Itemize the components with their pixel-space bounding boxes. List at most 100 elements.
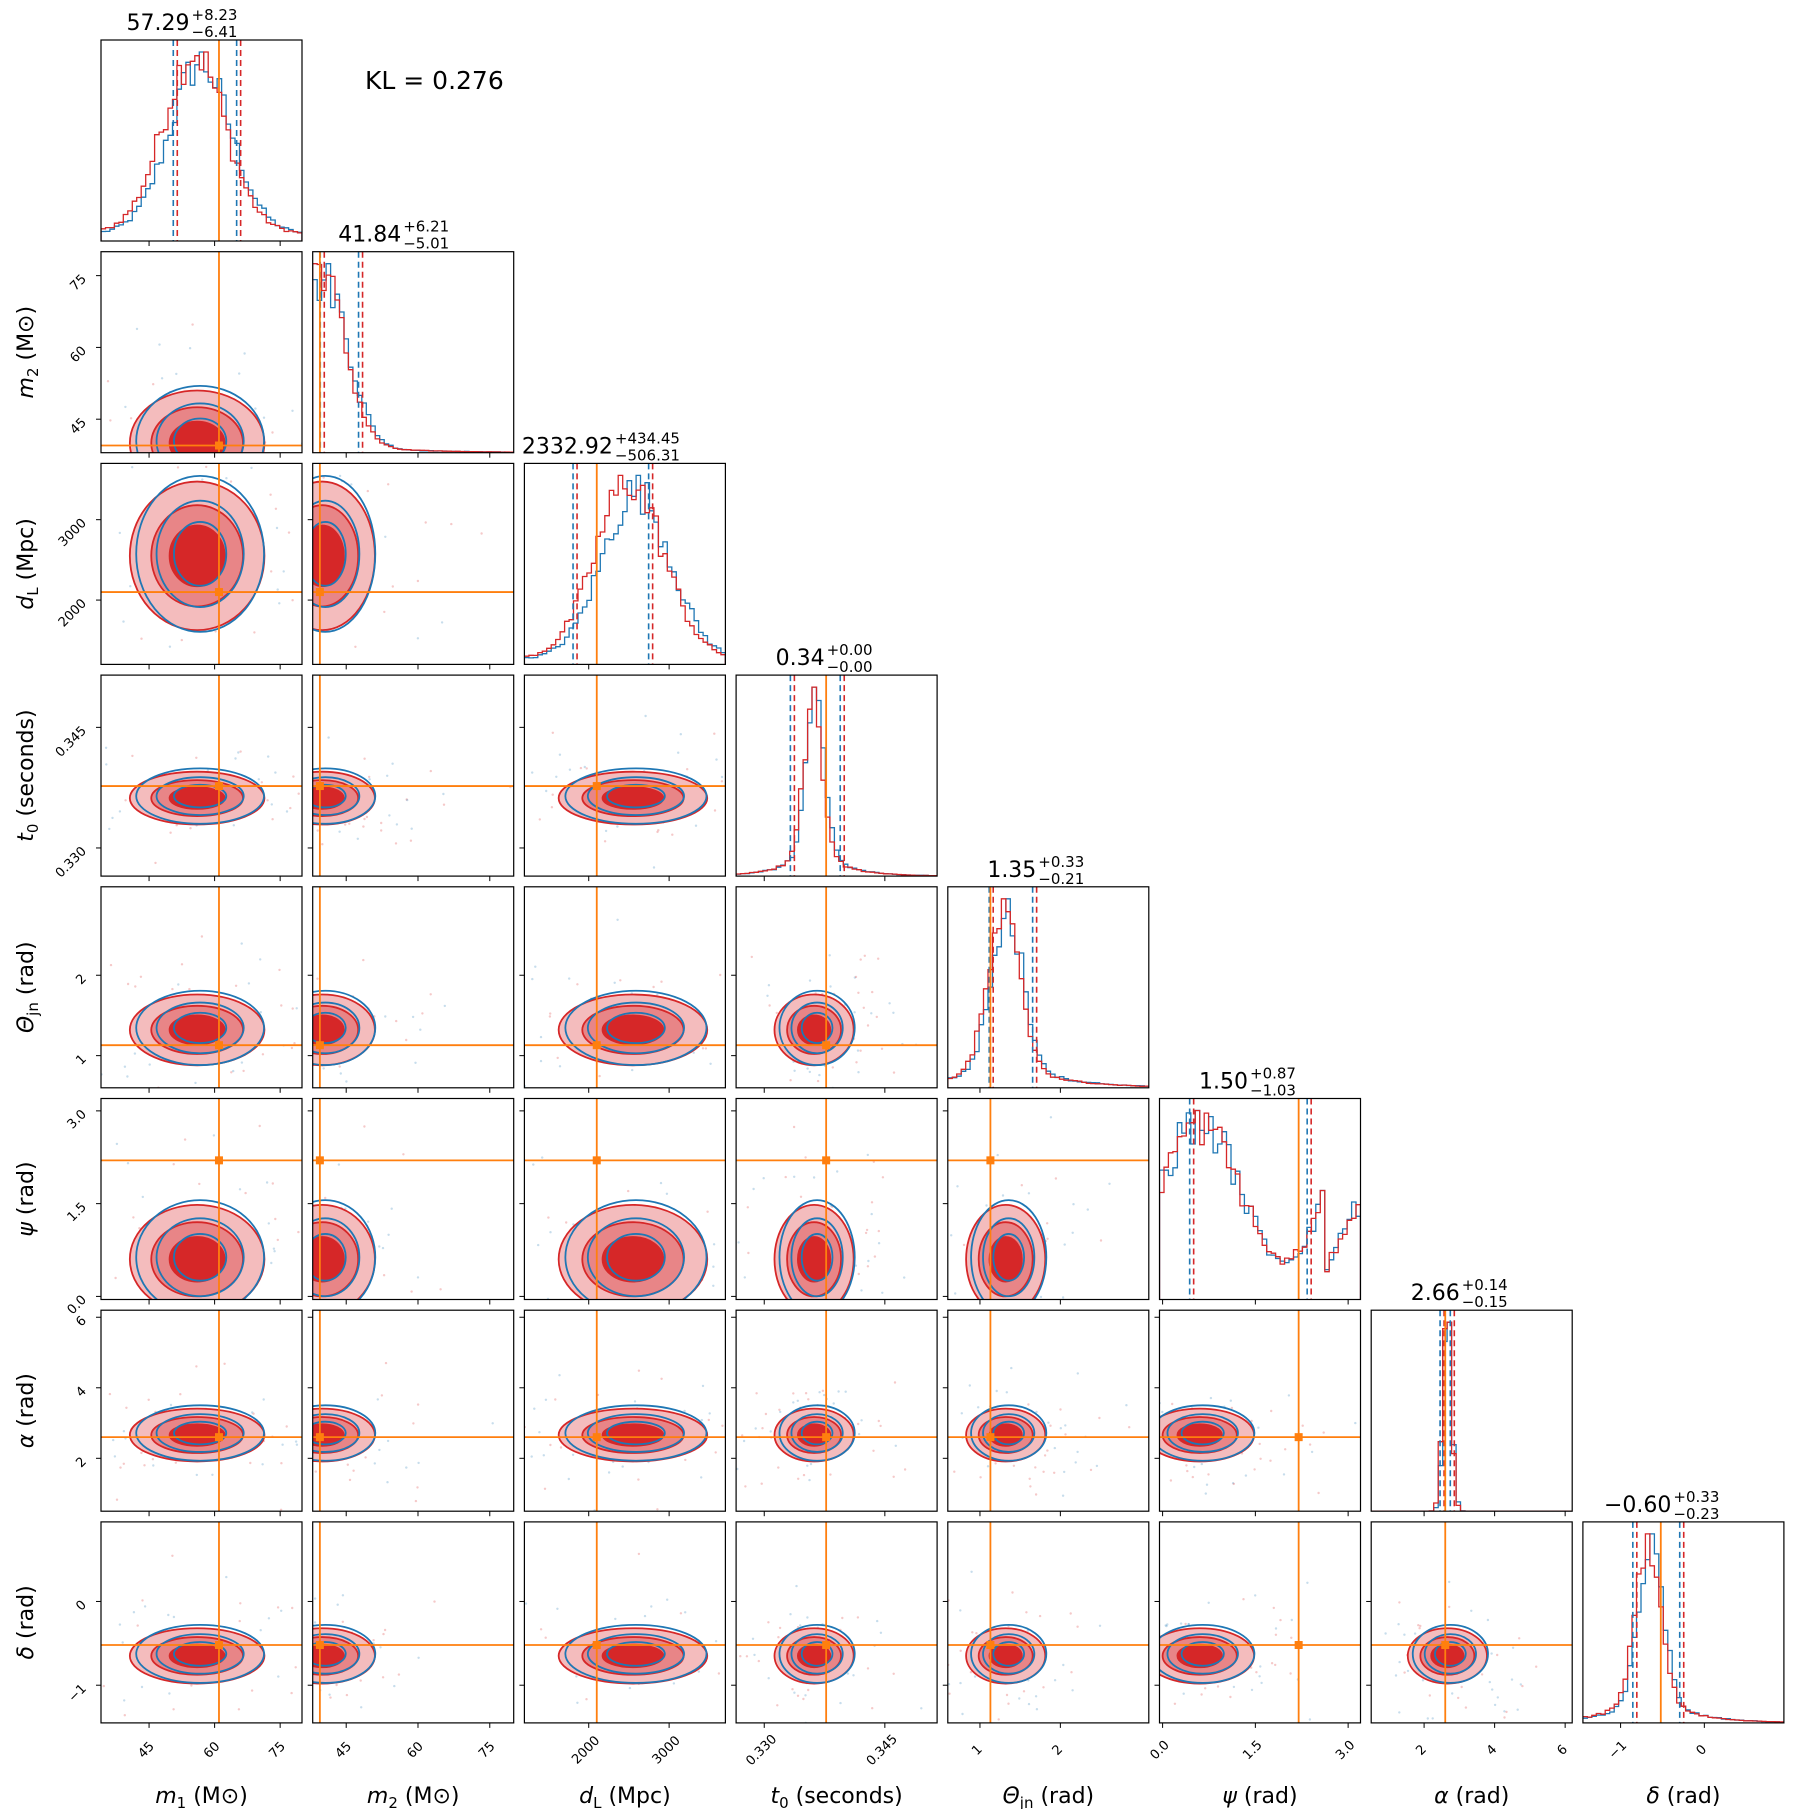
sample-point <box>233 1146 235 1148</box>
sample-point <box>857 1071 860 1074</box>
sample-point <box>224 1073 226 1075</box>
sample-point <box>188 347 192 350</box>
sample-point <box>789 1613 792 1616</box>
sample-point <box>585 1362 587 1364</box>
sample-point <box>238 487 240 489</box>
sample-point <box>1257 1426 1260 1429</box>
sample-point <box>745 1655 749 1658</box>
histogram-title-psi: 1.50 +0.87−1.03 <box>1199 1065 1296 1100</box>
sample-point <box>706 1210 709 1213</box>
sample-point <box>227 1301 229 1303</box>
sample-point <box>322 1067 325 1070</box>
contour-line-blue <box>312 1001 361 1055</box>
panel-frame <box>523 1521 727 1724</box>
sample-point <box>559 1446 563 1449</box>
sample-point <box>60 850 62 852</box>
contour-line-blue <box>173 1420 228 1446</box>
sample-point <box>793 1175 796 1178</box>
sample-point <box>664 1348 666 1350</box>
sample-point <box>659 1181 663 1185</box>
sample-point <box>433 1600 436 1603</box>
sample-point <box>986 1331 988 1333</box>
panel-content <box>101 886 302 1088</box>
sample-point <box>304 432 306 434</box>
sample-point <box>295 1456 297 1458</box>
sample-point <box>684 1611 687 1614</box>
sample-point <box>251 1411 254 1414</box>
sample-point <box>1384 1632 1387 1635</box>
sample-point <box>853 976 857 979</box>
sample-point <box>1125 1404 1128 1407</box>
sample-point <box>382 1274 386 1277</box>
sample-point <box>1061 1296 1065 1299</box>
contour-line-blue <box>606 1420 666 1446</box>
sample-point <box>901 1659 903 1661</box>
sample-point <box>860 1289 863 1292</box>
truth-marker <box>315 588 324 597</box>
sample-point <box>829 1473 832 1476</box>
sample-point <box>855 1061 858 1064</box>
sample-point <box>1134 1641 1136 1643</box>
contour-line-blue <box>982 1217 1036 1298</box>
sample-point <box>288 1617 290 1619</box>
sample-point <box>409 839 413 842</box>
sample-point <box>539 1628 543 1631</box>
sample-point <box>168 645 172 648</box>
sample-point <box>767 984 771 987</box>
sample-point <box>362 958 365 962</box>
sample-point <box>123 1065 127 1068</box>
sample-point <box>261 1463 264 1466</box>
sample-point <box>372 1639 375 1642</box>
sample-point <box>707 1418 710 1422</box>
sample-point <box>270 1196 272 1198</box>
x-tick-label: 0.330 <box>743 1732 780 1769</box>
sample-point <box>940 1668 942 1670</box>
sample-point <box>539 1059 543 1063</box>
truth-marker <box>592 1433 601 1442</box>
sample-point <box>279 1621 281 1623</box>
sample-point <box>613 981 616 984</box>
histogram-blue <box>1371 1321 1573 1512</box>
sample-point <box>1059 1427 1062 1430</box>
sample-point <box>510 1408 512 1410</box>
sample-point <box>237 751 240 754</box>
y-axis-label-dL: dL (Mpc) <box>14 518 42 610</box>
sample-point <box>338 1065 341 1068</box>
contour-line-blue <box>970 1199 1048 1300</box>
truth-marker <box>986 1433 995 1442</box>
sample-point <box>270 1213 272 1215</box>
sample-point <box>550 1313 552 1315</box>
sample-point <box>1496 1696 1499 1699</box>
sample-point <box>894 1390 896 1392</box>
histogram-red <box>736 686 938 877</box>
sample-point <box>148 1063 151 1066</box>
sample-point <box>124 405 127 409</box>
sample-point <box>683 1409 686 1413</box>
sample-point <box>417 1461 420 1465</box>
contour-line-blue <box>606 1233 666 1282</box>
sample-point <box>941 1380 943 1382</box>
sample-point <box>1490 1652 1493 1655</box>
sample-point <box>1493 1703 1497 1707</box>
sample-point <box>713 732 716 735</box>
contour-panel-dL-theta <box>519 886 727 1093</box>
sample-point <box>377 1213 379 1215</box>
text-layer: m1 (M⊙) m2 (M⊙) dL (Mpc) t0 (seconds) Θjn (r… <box>14 306 1720 1809</box>
sample-point <box>122 1430 126 1433</box>
sample-point <box>770 1621 772 1623</box>
sample-point <box>310 572 312 574</box>
x-tick-label: 75 <box>267 1739 289 1761</box>
sample-point <box>737 1241 740 1244</box>
sample-point <box>138 1227 141 1230</box>
sample-point <box>1063 1243 1066 1246</box>
sample-point <box>571 1453 575 1456</box>
sample-point <box>1076 1372 1079 1375</box>
sample-point <box>585 767 588 770</box>
sample-point <box>585 1698 588 1701</box>
sample-point <box>271 478 273 480</box>
sample-point <box>666 1598 669 1601</box>
sample-point <box>743 1425 745 1427</box>
contour-line-blue <box>155 1413 245 1453</box>
contour-line-blue <box>312 1413 361 1453</box>
sample-point <box>440 621 444 624</box>
